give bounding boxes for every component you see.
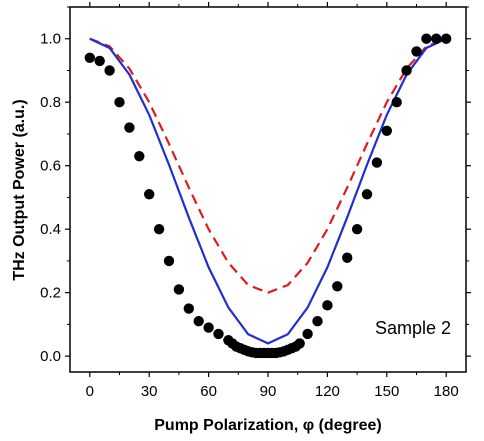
- y-tick-label: 0.8: [40, 94, 61, 111]
- solid-fit-line: [89, 37, 447, 345]
- data-point: [421, 33, 432, 44]
- data-point: [401, 65, 412, 76]
- data-point: [302, 328, 313, 340]
- x-axis-title: Pump Polarization, φ (degree): [154, 417, 381, 434]
- data-point: [114, 97, 125, 108]
- chart-marks: [84, 33, 452, 359]
- data-point: [153, 223, 165, 235]
- data-point: [84, 52, 96, 63]
- data-point: [94, 55, 105, 67]
- dashed-fit-line: [89, 37, 447, 294]
- data-point: [294, 338, 305, 349]
- y-tick-label: 0.4: [40, 221, 61, 238]
- data-point: [134, 150, 145, 162]
- sample-annotation: Sample 2: [375, 318, 451, 338]
- data-point: [391, 97, 402, 108]
- y-tick-label: 0.2: [40, 285, 61, 302]
- x-tick-label: 90: [260, 383, 277, 400]
- data-point: [183, 303, 194, 314]
- x-tick-label: 150: [374, 383, 399, 400]
- x-tick-label: 30: [141, 383, 158, 400]
- data-point: [312, 316, 323, 327]
- data-point: [203, 322, 214, 333]
- data-point: [193, 316, 204, 327]
- axis-ticks: 0 30 60 90 120 150 180 0.0 0.2 0.4 0.6 0.8 1.0: [40, 2, 471, 400]
- data-point: [441, 33, 452, 44]
- data-point: [342, 252, 353, 263]
- data-point: [213, 328, 224, 340]
- data-point: [411, 46, 422, 57]
- data-point: [431, 33, 442, 44]
- data-point: [381, 125, 392, 136]
- data-point: [124, 122, 135, 133]
- data-point: [173, 284, 185, 295]
- data-point: [163, 255, 175, 267]
- x-tick-label: 0: [86, 383, 94, 400]
- y-tick-label: 0.0: [40, 348, 61, 365]
- x-tick-label: 120: [315, 383, 340, 400]
- data-point: [144, 189, 155, 200]
- data-point: [351, 223, 363, 235]
- y-axis-title: THz Output Power (a.u.): [11, 99, 28, 280]
- data-point: [322, 300, 333, 311]
- y-tick-label: 1.0: [40, 31, 61, 48]
- x-tick-label: 60: [200, 383, 217, 400]
- y-tick-label: 0.6: [40, 158, 61, 175]
- data-point: [332, 281, 343, 292]
- data-point: [371, 157, 383, 168]
- data-point: [361, 189, 373, 200]
- data-point: [104, 65, 115, 76]
- x-tick-label: 180: [434, 383, 459, 400]
